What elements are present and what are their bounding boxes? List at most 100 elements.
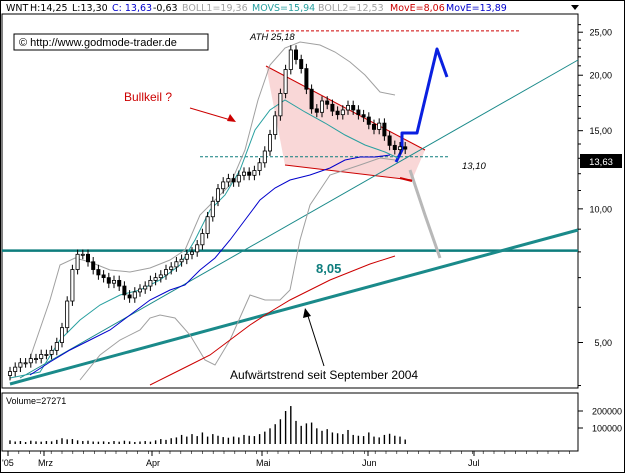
candle xyxy=(257,158,262,176)
header-low: L:13,30 xyxy=(72,3,108,14)
candle-body xyxy=(252,170,257,176)
candle-body xyxy=(101,274,106,279)
candle-body xyxy=(28,358,33,364)
candle xyxy=(65,296,70,333)
candle-body xyxy=(117,280,122,287)
candle-body xyxy=(132,291,137,299)
volume-bars xyxy=(9,406,406,444)
watermark-text: © http://www.godmode-trader.de xyxy=(19,37,177,49)
candle xyxy=(39,349,44,364)
candle xyxy=(49,345,54,360)
candle-body xyxy=(241,171,246,176)
header-arrow-icon[interactable] xyxy=(571,5,579,10)
candle-body xyxy=(314,108,319,113)
candle xyxy=(117,275,122,291)
header-movs: MOVS=15,94 xyxy=(252,3,315,14)
candle xyxy=(75,249,80,275)
header-boll1: BOLL1=19,36 xyxy=(182,3,248,14)
level-1310-label: 13,10 xyxy=(462,161,486,172)
candle-body xyxy=(304,68,309,90)
candle xyxy=(221,177,226,194)
candle-body xyxy=(278,93,283,117)
candle-body xyxy=(75,253,80,270)
candle xyxy=(28,353,33,368)
bollinger-lower-line xyxy=(79,157,396,381)
last-price-text: 13,63 xyxy=(589,157,613,168)
candle-body xyxy=(23,362,28,365)
candle-body xyxy=(221,181,226,190)
candle xyxy=(340,105,345,120)
candle-body xyxy=(70,269,75,302)
candle-body xyxy=(371,123,376,130)
candle-body xyxy=(288,49,293,70)
candle xyxy=(86,249,91,267)
trend-arrow-line xyxy=(306,312,325,367)
candle-body xyxy=(163,269,168,276)
candle-body xyxy=(325,100,330,105)
candle-body xyxy=(257,162,262,171)
candle-body xyxy=(361,114,366,118)
candle-body xyxy=(189,251,194,255)
candle-body xyxy=(169,266,174,270)
header-high: H:14,25 xyxy=(30,3,68,14)
candle-body xyxy=(13,366,18,372)
candle xyxy=(283,64,288,99)
candle xyxy=(184,249,189,265)
candle xyxy=(44,349,49,360)
candle xyxy=(319,96,324,118)
axes: 25,00 20,00 15,00 10,00 5,00 '05 Mrz Apr Mai Jun J… xyxy=(2,24,622,468)
candle xyxy=(7,366,12,381)
candle xyxy=(215,183,220,207)
candle xyxy=(101,270,106,283)
candle-body xyxy=(195,244,200,253)
candle-body xyxy=(122,285,127,296)
candle-body xyxy=(366,116,371,125)
candle-body xyxy=(44,354,49,356)
candle-body xyxy=(382,122,387,137)
candle-body xyxy=(137,288,142,293)
candle-body xyxy=(226,178,231,183)
candle-body xyxy=(345,105,350,111)
last-price-badge xyxy=(580,154,622,168)
x-tick-label: Jul xyxy=(468,458,480,468)
candle-body xyxy=(397,146,402,150)
move-red-line xyxy=(149,255,396,386)
candle-body xyxy=(153,277,158,281)
candle-body xyxy=(96,269,101,276)
header-change: -0,63 xyxy=(153,3,178,14)
candle xyxy=(387,131,392,151)
candle xyxy=(262,146,267,168)
level-805-label: 8,05 xyxy=(316,261,341,276)
candle xyxy=(252,165,257,181)
candle-body xyxy=(215,188,220,202)
candle-body xyxy=(340,109,345,116)
candle-body xyxy=(49,349,54,355)
candle xyxy=(112,275,117,289)
candle xyxy=(382,118,387,141)
projection-up-line xyxy=(394,47,449,163)
breakdown-marker xyxy=(399,177,413,182)
candle-body xyxy=(65,300,70,329)
trend-lines xyxy=(2,30,579,386)
candle xyxy=(273,111,278,140)
candle xyxy=(345,100,350,115)
candle-body xyxy=(210,200,215,218)
candle-body xyxy=(112,280,117,284)
plot-frame xyxy=(1,13,579,389)
candle xyxy=(205,211,210,239)
candle-body xyxy=(330,103,335,112)
header-move2: MovE=13,89 xyxy=(446,3,507,14)
candle-body xyxy=(148,280,153,287)
candle xyxy=(132,287,137,303)
candle xyxy=(278,88,283,121)
candle-body xyxy=(7,371,12,376)
candle xyxy=(356,105,361,120)
candle-body xyxy=(205,216,210,234)
candle-body xyxy=(319,100,324,113)
candle-body xyxy=(184,253,189,260)
candle-body xyxy=(309,88,314,110)
candle xyxy=(23,358,28,368)
candle-body xyxy=(247,171,252,176)
